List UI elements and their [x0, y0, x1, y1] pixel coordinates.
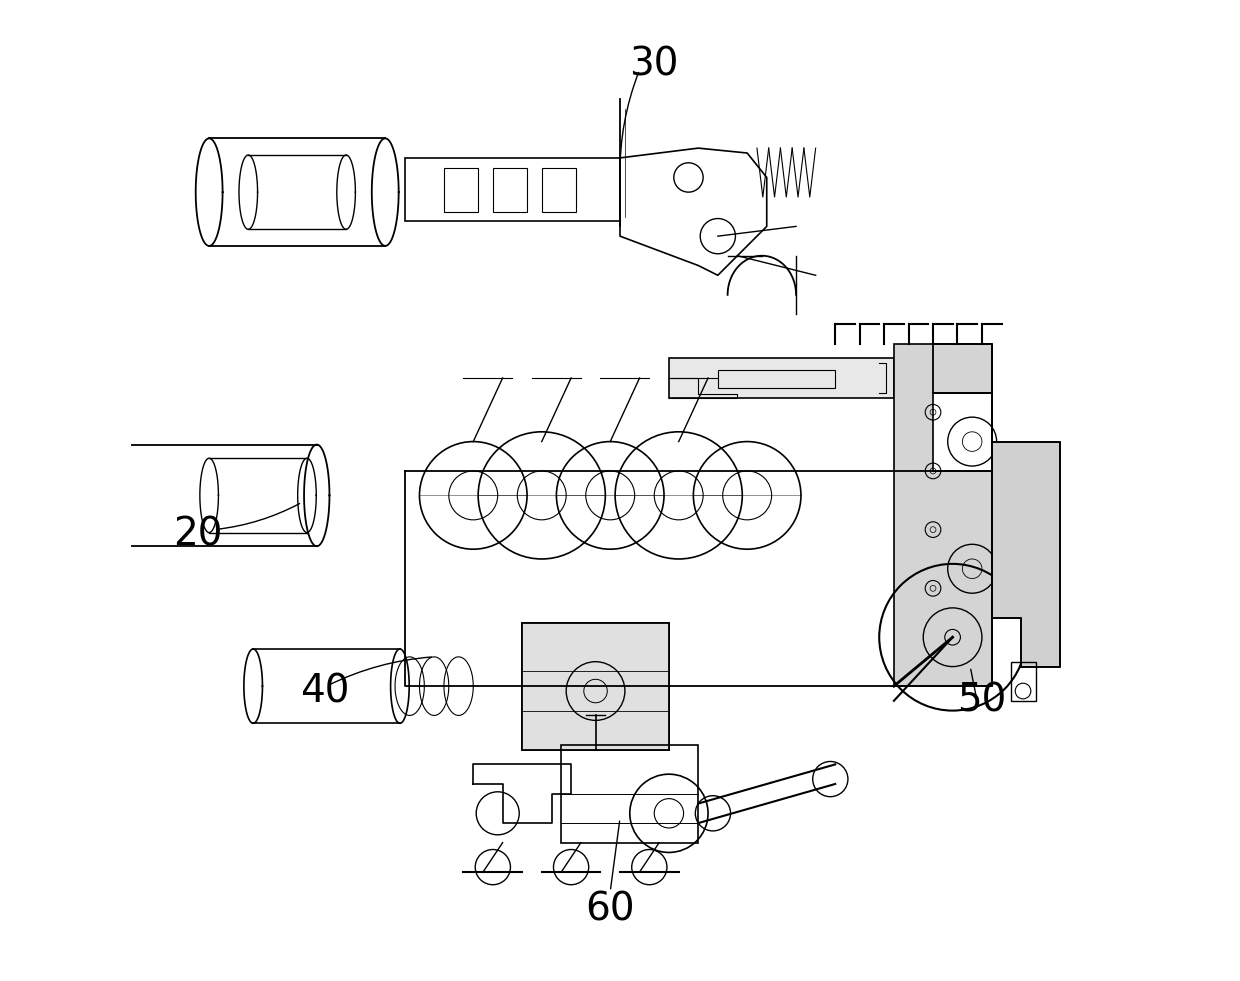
Bar: [404, 158, 620, 222]
Bar: [718, 370, 836, 387]
Bar: [562, 745, 698, 843]
Text: 40: 40: [300, 672, 350, 710]
Bar: [522, 623, 668, 749]
Bar: [522, 623, 668, 749]
Bar: [492, 168, 527, 212]
Polygon shape: [992, 441, 1060, 666]
Text: 20: 20: [172, 516, 222, 553]
Polygon shape: [668, 358, 894, 397]
Text: 50: 50: [957, 682, 1007, 720]
Bar: [444, 168, 479, 212]
Text: 60: 60: [585, 890, 635, 928]
Polygon shape: [894, 343, 992, 686]
Bar: [542, 168, 575, 212]
Bar: [1012, 662, 1035, 700]
Text: 30: 30: [630, 46, 680, 84]
